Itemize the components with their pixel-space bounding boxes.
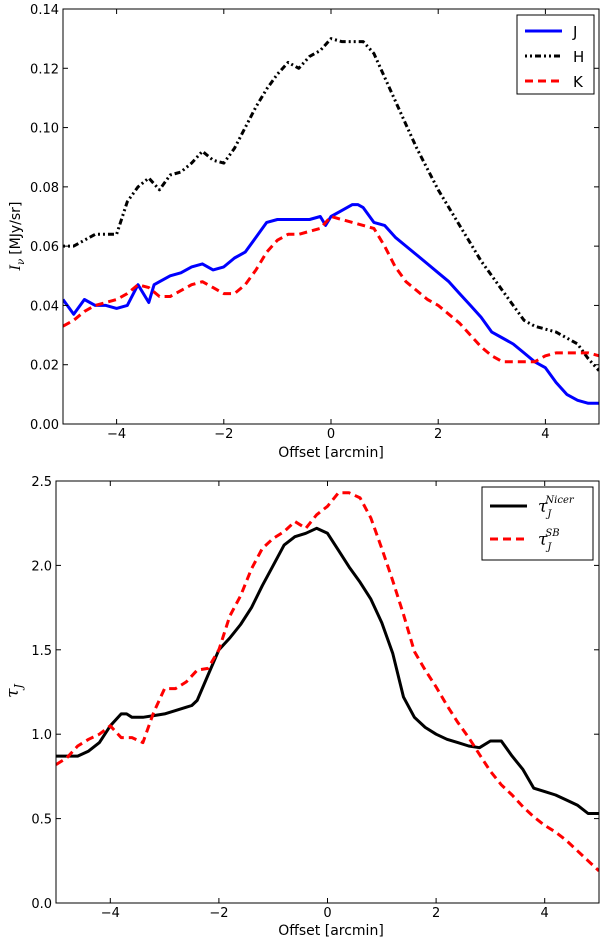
y-tick-label: 0.5 bbox=[31, 813, 52, 828]
y-axis-symbol: τ bbox=[3, 688, 23, 698]
y-axis-symbol: I bbox=[8, 264, 24, 271]
y-axis-subscript: J bbox=[12, 684, 25, 691]
y-tick-label: 0.02 bbox=[30, 359, 59, 374]
panel-optical-depth: Offset [arcmin] τJ −4 −2 0 2 4 0.0 0.5 1.0 1.5 2.… bbox=[3, 475, 600, 939]
y-tick-label: 0.12 bbox=[30, 62, 59, 77]
x-axis-label: Offset [arcmin] bbox=[278, 445, 384, 461]
y-axis-label: Iν [MJy/sr] bbox=[8, 202, 27, 272]
y-tick-label: 2.5 bbox=[31, 475, 52, 490]
x-tick-label: 2 bbox=[432, 906, 440, 921]
x-axis-label: Offset [arcmin] bbox=[278, 923, 384, 939]
panel-intensity: Offset [arcmin] Iν [MJy/sr] −4 −2 0 2 4 0.00 0.… bbox=[8, 3, 600, 461]
y-tick-label: 0.04 bbox=[30, 299, 59, 314]
x-tick-label: 4 bbox=[541, 427, 549, 442]
legend: τJNicer τJSB bbox=[481, 486, 594, 561]
y-axis-subscript: ν bbox=[16, 259, 27, 265]
legend: JHK bbox=[516, 14, 595, 95]
y-tick-label: 1.5 bbox=[31, 644, 52, 659]
y-tick-label: 0.00 bbox=[30, 418, 59, 433]
x-tick-label: 0 bbox=[323, 906, 331, 921]
x-tick-label: −2 bbox=[214, 427, 233, 442]
legend-label: K bbox=[573, 73, 584, 91]
y-tick-label: 2.0 bbox=[31, 559, 52, 574]
x-tick-label: 4 bbox=[541, 906, 549, 921]
x-tick-label: −2 bbox=[209, 906, 228, 921]
series-line-0 bbox=[63, 203, 599, 405]
y-tick-label: 0.08 bbox=[30, 181, 59, 196]
y-tick-label: 0.14 bbox=[30, 3, 59, 18]
y-tick-label: 0.10 bbox=[30, 122, 59, 137]
x-tick-label: 0 bbox=[327, 427, 335, 442]
y-tick-label: 0.0 bbox=[31, 897, 52, 912]
series-line-1 bbox=[63, 37, 599, 372]
x-tick-label: −4 bbox=[101, 906, 120, 921]
legend-label: τJSB bbox=[538, 528, 560, 553]
series-line-1 bbox=[56, 491, 599, 873]
legend-label: τJNicer bbox=[538, 495, 575, 520]
x-tick-label: 2 bbox=[434, 427, 442, 442]
x-tick-label: −4 bbox=[107, 427, 126, 442]
y-axis-label: τJ bbox=[3, 684, 25, 698]
legend-label: H bbox=[573, 48, 584, 66]
series-line-2 bbox=[63, 215, 599, 364]
series-line-0 bbox=[56, 526, 599, 815]
y-tick-label: 0.06 bbox=[30, 240, 59, 255]
y-axis-unit: [MJy/sr] bbox=[8, 202, 24, 255]
y-tick-label: 1.0 bbox=[31, 728, 52, 743]
legend-label: J bbox=[572, 23, 577, 41]
